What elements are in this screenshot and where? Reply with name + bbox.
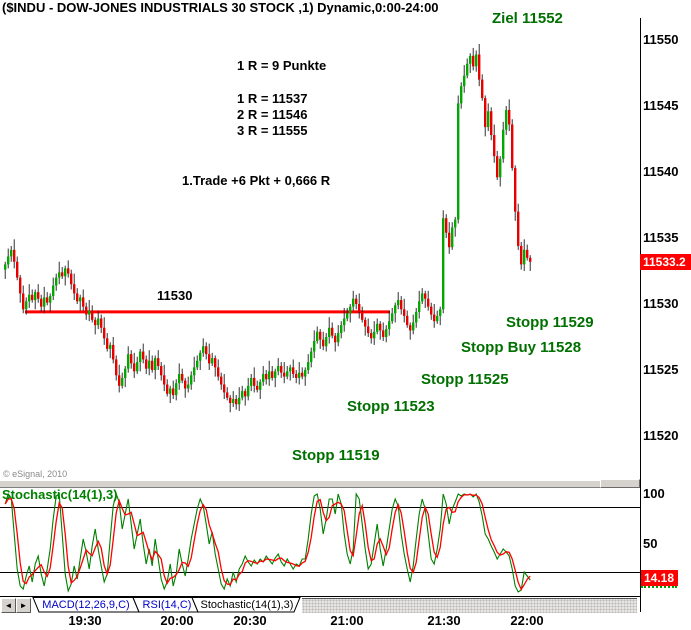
price-axis-tick: 11550 [643,32,679,47]
tab-scroll-right-button[interactable]: ► [16,598,31,613]
target-annotation: Ziel 11552 [492,10,563,27]
risk-level-3: 3 R = 11555 [237,123,308,138]
stop-annotation-11519: Stopp 11519 [292,447,380,464]
stop-annotation-11523: Stopp 11523 [347,398,435,415]
chart-title: ($INDU - DOW-JONES INDUSTRIALS 30 STOCK … [2,0,439,15]
stop-annotation-11529: Stopp 11529 [506,314,594,331]
indicator-header: Stochastic(14(1),3) [2,487,118,502]
trade-result-note: 1.Trade +6 Pkt + 0,666 R [182,173,331,188]
risk-level-2: 2 R = 11546 [237,107,308,122]
price-axis-tick: 11530 [643,296,679,311]
time-axis-label: 20:00 [160,613,194,628]
tab-strip-filler [302,598,637,613]
price-axis-tick: 11525 [643,362,679,377]
pane-splitter[interactable] [0,480,640,488]
time-axis-label: 21:30 [427,613,461,628]
time-axis-label: 22:00 [510,613,544,628]
tab-stochastic[interactable]: Stochastic(14(1),3) [200,599,294,611]
risk-unit-note: 1 R = 9 Punkte [237,58,327,73]
last-price-badge: 11533.2 [640,254,691,270]
stoch-value-badge: 14.18 [641,570,678,586]
price-axis-tick: 11545 [643,98,679,113]
tab-macd[interactable]: MACD(12,26,9,C) [42,599,130,611]
esignal-copyright: © eSignal, 2010 [3,469,68,479]
tab-rsi[interactable]: RSI(14,C) [142,599,192,611]
support-line-label: 11530 [157,288,193,303]
tab-scroll-left-button[interactable]: ◄ [1,598,16,613]
stop-buy-annotation-11528: Stopp Buy 11528 [461,339,582,356]
time-axis-label: 20:30 [233,613,267,628]
price-axis-tick: 11535 [643,230,679,245]
stop-annotation-11525: Stopp 11525 [421,371,509,388]
stoch-axis-tick: 50 [643,536,658,551]
time-axis-label: 19:30 [68,613,102,628]
price-axis-tick: 11520 [643,428,679,443]
time-axis-label: 21:00 [330,613,364,628]
risk-level-1: 1 R = 11537 [237,91,308,106]
pane-splitter-handle[interactable] [600,479,640,488]
stoch-axis-tick: 100 [643,486,665,501]
price-axis-tick: 11540 [643,164,679,179]
stoch-value-marker [641,586,677,588]
